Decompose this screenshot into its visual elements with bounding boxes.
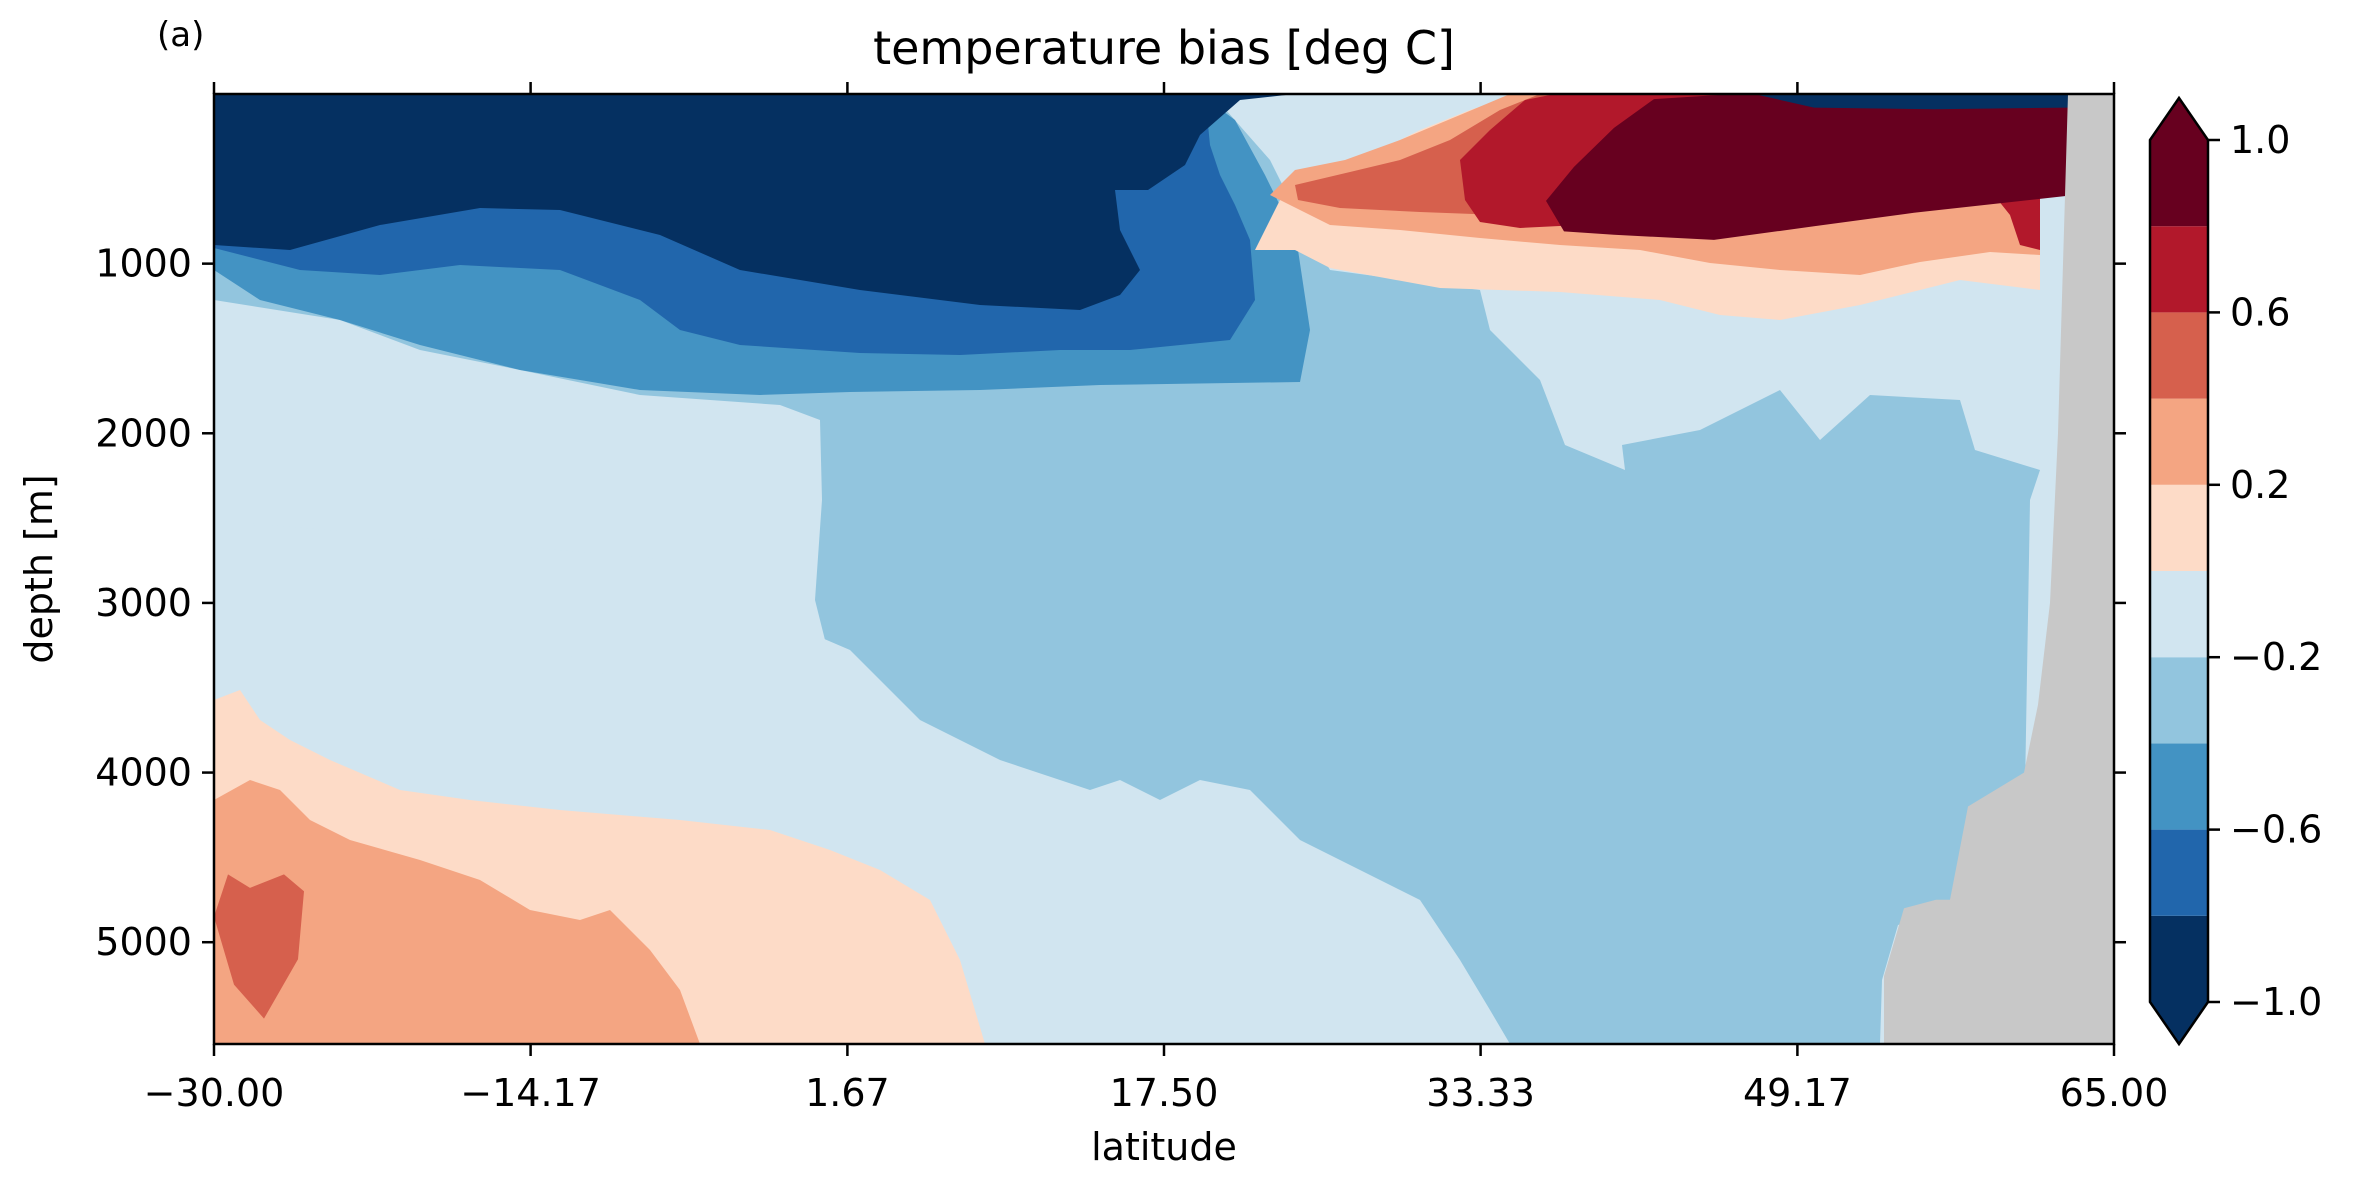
land-mask: [1884, 94, 2114, 1044]
colorbar: −1.0 −0.6 −0.2 0.2 0.6 1.0: [2148, 95, 2322, 1047]
colorbar-tick-label: 0.6: [2230, 290, 2290, 334]
colorbar-tick-label: −1.0: [2230, 980, 2322, 1024]
y-tick-label: 5000: [95, 920, 192, 964]
cold-layer-lighter-inset: [214, 520, 1510, 1044]
colorbar-segment: [2150, 915, 2208, 1002]
colorbar-extend-max: [2150, 98, 2208, 140]
x-tick-label: −30.00: [144, 1071, 285, 1115]
colorbar-tick-label: 1.0: [2230, 118, 2290, 162]
x-axis: −30.00 −14.17 1.67 17.50 33.33 49.17 65.00: [144, 82, 2169, 1115]
colorbar-segment: [2150, 571, 2208, 658]
y-axis-label: depth [m]: [17, 474, 61, 663]
contour-field: [214, 94, 2114, 1044]
colorbar-segment: [2150, 226, 2208, 313]
region-north-surface-cold: [1754, 94, 2068, 110]
colorbar-segment: [2150, 140, 2208, 227]
colorbar-segment: [2150, 829, 2208, 916]
x-tick-label: 65.00: [2060, 1071, 2169, 1115]
colorbar-segment: [2150, 657, 2208, 744]
y-tick-label: 1000: [95, 242, 192, 286]
colorbar-tick-label: 0.2: [2230, 463, 2290, 507]
x-tick-label: 17.50: [1110, 1071, 1219, 1115]
y-tick-label: 4000: [95, 751, 192, 795]
y-tick-label: 3000: [95, 581, 192, 625]
chart-title: temperature bias [deg C]: [873, 21, 1455, 75]
x-tick-label: 33.33: [1426, 1071, 1535, 1115]
colorbar-segment: [2150, 312, 2208, 399]
region-north-warm-max: [1546, 94, 2068, 240]
colorbar-segment: [2150, 398, 2208, 485]
colorbar-tick-label: −0.2: [2230, 635, 2322, 679]
region-deep-warm-blob: [214, 874, 304, 1019]
x-tick-label: 49.17: [1743, 1071, 1852, 1115]
colorbar-segment: [2150, 484, 2208, 571]
x-tick-label: −14.17: [460, 1071, 601, 1115]
x-axis-label: latitude: [1091, 1125, 1237, 1169]
panel-label: (a): [157, 15, 204, 55]
colorbar-extend-min: [2150, 1002, 2208, 1044]
upper-cold-max: [214, 94, 1295, 310]
colorbar-segment: [2150, 743, 2208, 830]
y-tick-label: 2000: [95, 411, 192, 455]
colorbar-tick-label: −0.6: [2230, 808, 2322, 852]
deep-warm-moderate: [214, 780, 700, 1044]
y-axis: 1000 2000 3000 4000 5000: [95, 242, 2126, 964]
x-tick-label: 1.67: [805, 1071, 890, 1115]
